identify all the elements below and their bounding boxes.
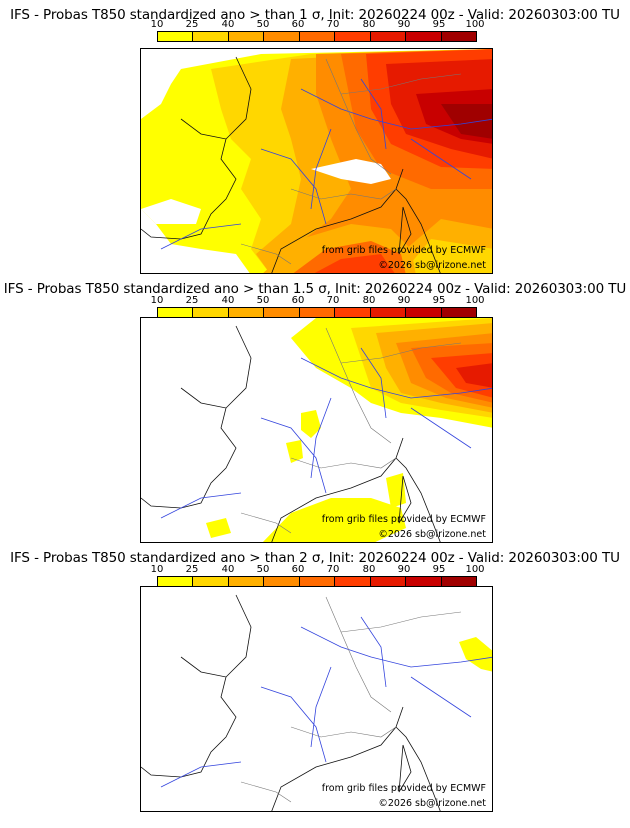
legend-swatch — [158, 577, 194, 586]
probability-colorbar: 10 25 40 50 60 70 80 90 95 100 — [151, 19, 485, 45]
legend-swatch — [406, 577, 442, 586]
prob-area-95 — [441, 104, 492, 139]
legend-tick: 40 — [221, 19, 235, 30]
panel-2-sigma: IFS - Probas T850 standardized ano > tha… — [0, 545, 630, 819]
legend-swatch — [193, 308, 229, 317]
legend-swatch — [158, 32, 194, 41]
legend-tick: 100 — [465, 295, 485, 306]
legend-tick: 90 — [397, 19, 411, 30]
legend-tick: 95 — [432, 19, 446, 30]
panel-1-sigma: IFS - Probas T850 standardized ano > tha… — [0, 0, 630, 274]
river — [160, 78, 492, 250]
copyright-credit: ©2026 sb@irizone.net — [378, 529, 486, 540]
copyright-credit: ©2026 sb@irizone.net — [378, 798, 486, 809]
legend-swatch — [406, 32, 442, 41]
legend-tick: 60 — [291, 564, 305, 575]
legend-tick: 100 — [465, 564, 485, 575]
legend-tick: 100 — [465, 19, 485, 30]
legend-swatch — [228, 32, 265, 41]
legend-tick: 70 — [326, 295, 340, 306]
source-credit: from grib files provided by ECMWF — [321, 783, 486, 794]
colorbar-strip — [157, 307, 477, 318]
prob-area-10 — [459, 637, 492, 672]
legend-tick: 80 — [362, 564, 376, 575]
legend-swatch — [299, 577, 336, 586]
prob-gap-alps — [311, 159, 391, 184]
legend-tick: 60 — [291, 295, 305, 306]
legend-tick: 10 — [150, 564, 164, 575]
legend-tick: 70 — [326, 19, 340, 30]
prob-spot-west — [206, 518, 231, 538]
legend-tick: 50 — [256, 295, 270, 306]
legend-swatch — [228, 577, 265, 586]
legend-swatch — [193, 32, 229, 41]
legend-tick: 25 — [185, 19, 199, 30]
panel-title: IFS - Probas T850 standardized ano > tha… — [10, 550, 620, 566]
legend-tick: 25 — [185, 564, 199, 575]
legend-tick: 95 — [432, 564, 446, 575]
river — [160, 616, 492, 788]
legend-swatch — [228, 308, 265, 317]
legend-swatch — [441, 577, 476, 586]
legend-tick: 70 — [326, 564, 340, 575]
prob-spot-center — [301, 410, 321, 438]
source-credit: from grib files provided by ECMWF — [321, 514, 486, 525]
legend-tick: 50 — [256, 19, 270, 30]
legend-swatch — [264, 308, 300, 317]
prob-gap-west — [141, 199, 201, 224]
copyright-credit: ©2026 sb@irizone.net — [378, 260, 486, 271]
legend-swatch — [299, 308, 336, 317]
panel-1-5-sigma: IFS - Probas T850 standardized ano > tha… — [0, 276, 630, 550]
legend-swatch — [370, 308, 407, 317]
legend-tick: 10 — [150, 19, 164, 30]
legend-tick: 40 — [221, 295, 235, 306]
legend-swatch — [264, 32, 300, 41]
legend-tick: 25 — [185, 295, 199, 306]
legend-swatch — [335, 32, 371, 41]
panel-title: IFS - Probas T850 standardized ano > tha… — [3, 281, 627, 297]
legend-swatch — [264, 577, 300, 586]
legend-swatch — [441, 308, 476, 317]
probability-map: from grib files provided by ECMWF ©2026 … — [140, 48, 493, 274]
legend-swatch — [193, 577, 229, 586]
prob-area-80 — [456, 363, 492, 388]
country-border — [240, 327, 462, 534]
legend-swatch — [406, 308, 442, 317]
prob-area-south-70 — [314, 254, 395, 273]
legend-swatch — [370, 577, 407, 586]
legend-tick: 40 — [221, 564, 235, 575]
country-border — [240, 596, 462, 803]
legend-tick: 60 — [291, 19, 305, 30]
probability-map: from grib files provided by ECMWF ©2026 … — [140, 317, 493, 543]
river — [160, 347, 492, 519]
legend-tick: 90 — [397, 295, 411, 306]
legend-swatch — [335, 577, 371, 586]
panel-title: IFS - Probas T850 standardized ano > tha… — [10, 7, 620, 23]
legend-tick: 95 — [432, 295, 446, 306]
legend-swatch — [158, 308, 194, 317]
legend-swatch — [335, 308, 371, 317]
legend-tick: 50 — [256, 564, 270, 575]
legend-swatch — [441, 32, 476, 41]
coastline — [141, 594, 441, 811]
coastline — [141, 56, 441, 273]
prob-spot-south — [286, 440, 303, 463]
legend-tick: 80 — [362, 295, 376, 306]
probability-map: from grib files provided by ECMWF ©2026 … — [140, 586, 493, 812]
probability-colorbar: 10 25 40 50 60 70 80 90 95 100 — [151, 295, 485, 321]
legend-tick: 80 — [362, 19, 376, 30]
legend-swatch — [370, 32, 407, 41]
country-border — [240, 58, 462, 265]
coastline — [141, 325, 441, 542]
colorbar-strip — [157, 31, 477, 42]
prob-area-med — [262, 498, 406, 542]
legend-tick: 10 — [150, 295, 164, 306]
legend-swatch — [299, 32, 336, 41]
legend-tick: 90 — [397, 564, 411, 575]
source-credit: from grib files provided by ECMWF — [321, 245, 486, 256]
